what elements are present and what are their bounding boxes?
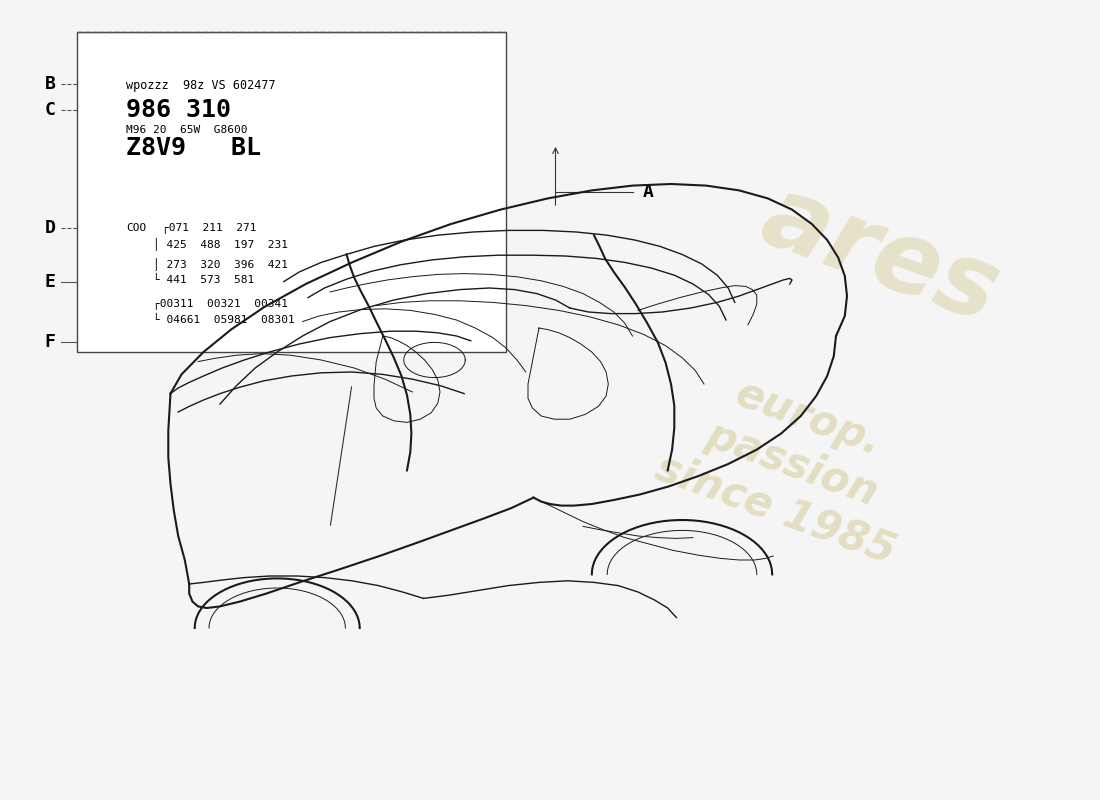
Text: ┌00311  00321  00341: ┌00311 00321 00341 xyxy=(126,298,288,310)
Text: │ 273  320  396  421: │ 273 320 396 421 xyxy=(126,258,288,270)
Text: 986 310: 986 310 xyxy=(126,98,231,122)
Text: └ 04661  05981  08301: └ 04661 05981 08301 xyxy=(126,315,295,325)
Text: C: C xyxy=(45,102,55,119)
Text: └ 441  573  581: └ 441 573 581 xyxy=(126,275,255,285)
Text: F: F xyxy=(45,333,55,350)
Text: COO: COO xyxy=(126,223,146,233)
Text: A: A xyxy=(642,183,653,201)
Text: D: D xyxy=(45,219,55,237)
Text: ┌071  211  271: ┌071 211 271 xyxy=(162,222,256,234)
Text: ares: ares xyxy=(749,169,1011,343)
Text: │ 425  488  197  231: │ 425 488 197 231 xyxy=(126,238,288,250)
Text: E: E xyxy=(45,274,55,291)
Text: Z8V9   BL: Z8V9 BL xyxy=(126,136,262,160)
Text: wpozzz  98z VS 602477: wpozzz 98z VS 602477 xyxy=(126,79,276,92)
Text: M96 20  65W  G8600: M96 20 65W G8600 xyxy=(126,125,248,134)
Text: europ.
passion
since 1985: europ. passion since 1985 xyxy=(650,355,934,573)
Bar xyxy=(77,32,506,352)
Text: B: B xyxy=(45,75,55,93)
